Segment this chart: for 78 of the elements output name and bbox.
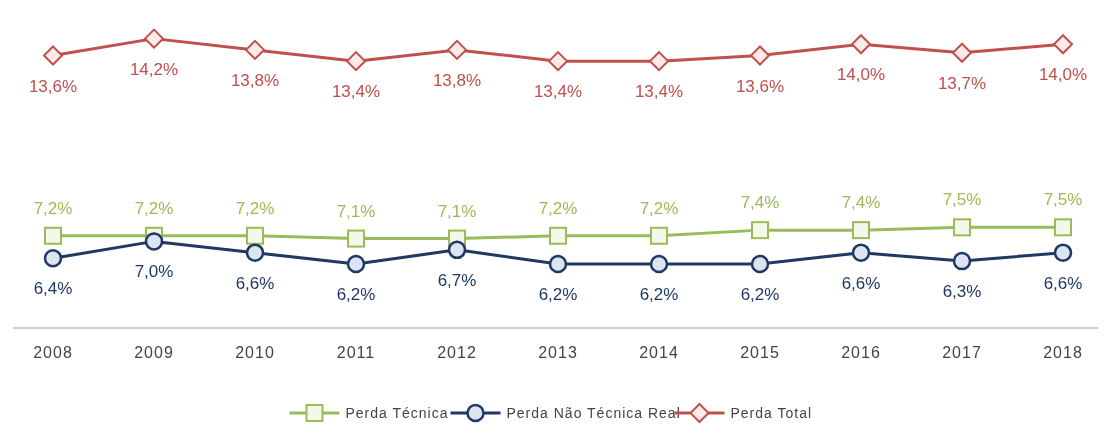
point	[649, 254, 669, 274]
x-tick-label: 2013	[538, 344, 578, 361]
x-tick-label: 2018	[1043, 344, 1083, 361]
data-label: 14,0%	[836, 65, 886, 85]
legend-label: Perda Não Técnica Real	[506, 405, 681, 421]
point	[447, 240, 467, 260]
data-label: 6,6%	[841, 273, 881, 293]
point	[952, 251, 972, 271]
point	[346, 254, 366, 274]
point	[245, 39, 265, 60]
x-tick-label: 2015	[740, 344, 780, 361]
x-tick-label: 2012	[437, 344, 477, 361]
point	[43, 249, 63, 268]
point	[346, 51, 366, 72]
point	[750, 45, 770, 66]
x-tick-label: 2017	[942, 344, 982, 361]
point	[851, 243, 871, 262]
data-label: 7,4%	[740, 193, 780, 213]
data-label: 7,0%	[134, 262, 174, 282]
point	[751, 221, 769, 240]
data-label: 13,8%	[432, 70, 482, 90]
point	[44, 226, 62, 245]
point	[144, 28, 164, 49]
legend-label: Perda Técnica	[345, 405, 449, 421]
data-label: 7,4%	[841, 193, 881, 213]
point	[548, 254, 568, 274]
data-label: 13,7%	[937, 73, 987, 93]
data-label: 6,3%	[942, 282, 982, 302]
data-label: 7,2%	[134, 198, 174, 218]
point	[43, 45, 63, 66]
data-label: 14,0%	[1038, 65, 1088, 85]
data-label: 6,2%	[336, 284, 376, 304]
point	[246, 226, 264, 245]
point	[548, 51, 568, 72]
point	[1053, 243, 1073, 262]
data-label: 7,2%	[639, 198, 679, 218]
x-tick-label: 2010	[235, 344, 275, 361]
point	[549, 226, 567, 245]
data-label: 13,4%	[533, 82, 583, 102]
point	[852, 221, 870, 240]
legend-label: Perda Total	[730, 405, 813, 421]
data-label: 6,7%	[437, 270, 477, 290]
point	[1053, 34, 1073, 55]
point	[245, 243, 265, 262]
data-label: 13,6%	[735, 76, 785, 96]
data-label: 13,6%	[28, 76, 78, 96]
point	[1054, 218, 1072, 237]
data-label: 6,6%	[235, 273, 275, 293]
data-label: 6,2%	[639, 284, 679, 304]
data-label: 13,4%	[634, 82, 684, 102]
data-label: 6,2%	[538, 284, 578, 304]
data-label: 7,2%	[235, 198, 275, 218]
point	[952, 42, 972, 63]
data-label: 7,5%	[942, 190, 982, 210]
point	[649, 51, 669, 72]
point	[650, 226, 668, 245]
data-label: 7,1%	[437, 201, 477, 221]
x-tick-label: 2008	[33, 344, 73, 361]
point	[851, 34, 871, 55]
point	[750, 254, 770, 274]
data-label: 6,2%	[740, 284, 780, 304]
point	[447, 39, 467, 60]
data-label: 7,1%	[336, 201, 376, 221]
x-tick-label: 2016	[841, 344, 881, 361]
data-label: 13,4%	[331, 82, 381, 102]
point	[144, 232, 164, 251]
data-label: 7,2%	[33, 198, 73, 218]
data-label: 6,6%	[1043, 273, 1083, 293]
data-label: 7,2%	[538, 198, 578, 218]
data-label: 13,8%	[230, 70, 280, 90]
data-label: 14,2%	[129, 59, 179, 79]
x-tick-label: 2011	[336, 344, 376, 361]
data-label: 6,4%	[33, 279, 73, 299]
point	[347, 229, 365, 248]
point	[953, 218, 971, 237]
x-tick-label: 2009	[134, 344, 174, 361]
x-tick-label: 2014	[639, 344, 679, 361]
data-label: 7,5%	[1043, 190, 1083, 210]
